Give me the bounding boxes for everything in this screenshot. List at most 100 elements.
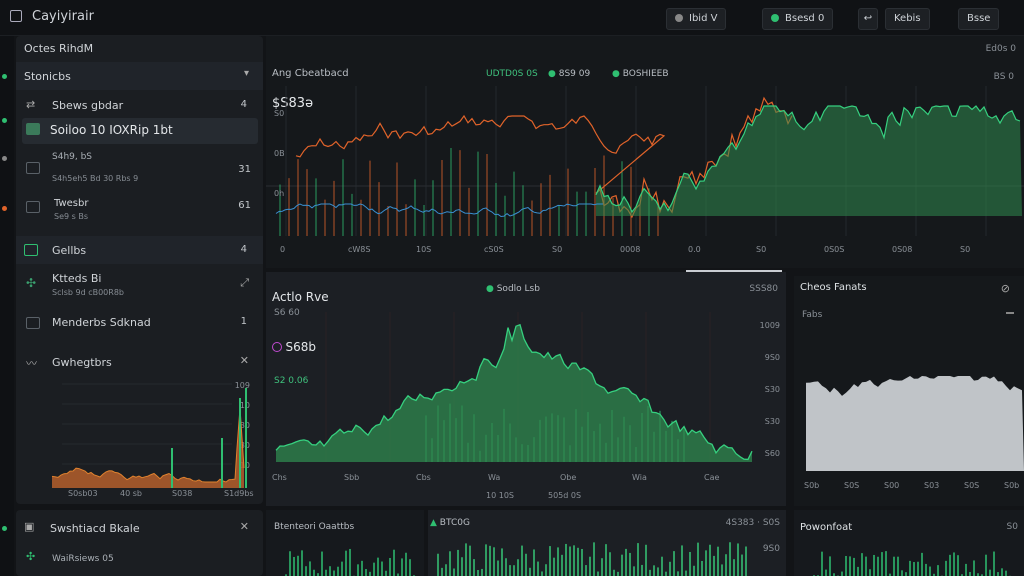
rail-dot-icon[interactable] <box>2 118 7 123</box>
active-chart-plot: 1009 9S0 S30 S30 S60 Chs Sbb Cbs Wa Obe Wia Cae 10… <box>272 312 780 500</box>
network-icon: ✣ <box>26 276 37 290</box>
bottom-left-title: Btenteori Oaattbs <box>274 522 355 532</box>
x-tick-label: S038 <box>172 489 192 498</box>
x-tick-label: Cbs <box>416 473 431 482</box>
sidebar-panel: Octes RihdM Stonicbs ▾ ⇄ Sbews gbdar 4 S… <box>16 36 263 504</box>
x-tick-label: 40 sb <box>120 489 142 498</box>
x-tick-label: S0S <box>844 481 859 490</box>
overview-sub: Fabs <box>802 310 823 320</box>
document-icon <box>26 162 40 174</box>
wave-icon: 〰 <box>26 357 37 370</box>
section-title: Gellbs <box>52 244 87 257</box>
chevron-down-icon[interactable]: ▾ <box>243 68 249 79</box>
active-sub1: S6 60 <box>274 308 300 318</box>
legend-item-2[interactable]: ● 8S9 09 <box>548 69 591 79</box>
x-tick-label: cS0S <box>484 245 504 254</box>
x-tick-label: Cae <box>704 473 719 482</box>
legend-item-1[interactable]: UDTD0S 0S <box>486 69 538 79</box>
x-tick-label: Obe <box>560 473 576 482</box>
dash-icon <box>1006 312 1014 314</box>
item-subtitle: S4h5eh5 Bd 30 Rbs 9 <box>52 174 139 183</box>
chart-title: Ang Cbeatbacd <box>272 68 349 79</box>
app-logo-icon <box>10 10 22 22</box>
axis-right-label: BS 0 <box>993 72 1014 82</box>
sidebar-item-sbews[interactable]: ⇄ Sbews gbdar 4 <box>16 94 263 118</box>
bottom-mid-title: ▲ BTC0G <box>430 518 470 528</box>
x-tick-label: S1d9bs <box>224 489 254 498</box>
active-title: Actlo Rve <box>272 290 329 304</box>
bottom-mid-tick: 9S0 <box>762 544 780 554</box>
active-sub2: S2 0.06 <box>274 376 309 386</box>
rail-dot-icon[interactable] <box>2 526 7 531</box>
y-tick-label: 1009 <box>760 321 780 330</box>
x-tick-label: 0S08 <box>892 245 912 254</box>
active-header-right: SSS80 <box>749 284 778 294</box>
item-title: Menderbs Sdknad <box>52 316 151 329</box>
bottom-right-title: Powonfoat <box>800 522 853 533</box>
legend-item-3[interactable]: ● BOSHIEEB <box>612 69 669 79</box>
sidebar-item-twesbr[interactable]: Twesbr Se9 s Bs 61 <box>16 196 263 228</box>
item-count: 61 <box>238 200 251 211</box>
x-tick-label: Wia <box>632 473 647 482</box>
y-tick-label: 30 <box>240 421 250 430</box>
box-icon: ▣ <box>24 520 35 533</box>
sidebar-item-selected[interactable]: Soiloo 10 IOXRip 1bt <box>22 118 258 144</box>
x-tick-label: Sbb <box>344 473 359 482</box>
grid-icon <box>24 244 38 256</box>
y-tick-label: 109 <box>235 381 250 390</box>
sidebar-header: Octes RihdM <box>24 42 94 55</box>
link-icon[interactable]: ⊘ <box>1000 282 1010 295</box>
bottom-panel-left: Btenteori Oaattbs <box>266 510 424 576</box>
x-tick-label: cW8S <box>348 245 370 254</box>
toolbar-button-2[interactable]: Bsesd 0 <box>762 8 834 30</box>
bottom-right-tick: S0 <box>1006 522 1018 532</box>
item-title: Twesbr <box>54 198 89 209</box>
toolbar-button-3[interactable]: Kebis <box>885 8 930 30</box>
sidebar-item-ktteds[interactable]: ✣ Ktteds Bi Sclsb 9d cB00R8b ⤢ <box>16 270 263 302</box>
active-header-center: ● Sodlo Lsb <box>486 284 540 294</box>
chart-value: $S83ə <box>272 96 314 111</box>
overview-panel: Cheos Fanats ⊘ Fabs S0b S0S S00 S03 S0S S0b <box>794 276 1024 506</box>
bottom-left-chart <box>285 548 415 576</box>
sidebar-section-gellbs[interactable]: Gellbs 4 <box>16 236 263 264</box>
y-tick-label: 30 <box>240 441 250 450</box>
sidebar-bottom-panel: ▣ Swshtiacd Bkale ✕ ✣ WaiRsiews 05 <box>16 510 263 576</box>
y-tick-label: S0 <box>274 109 284 118</box>
link-icon-button[interactable]: ↩ <box>858 8 878 30</box>
overview-chart-plot: S0b S0S S00 S03 S0S S0b <box>804 376 1024 490</box>
status-dot-icon <box>771 14 779 22</box>
mail-icon <box>26 317 40 329</box>
active-tab-indicator <box>686 270 782 272</box>
active-value: S68b <box>285 340 317 354</box>
x-tick-label: S00 <box>884 481 899 490</box>
network-icon: ✣ <box>26 550 36 563</box>
y-tick-label: 10 <box>240 461 250 470</box>
rail-dot-icon[interactable] <box>2 74 7 79</box>
sidebar: Octes RihdM Stonicbs ▾ ⇄ Sbews gbdar 4 S… <box>16 36 263 576</box>
toolbar-button-1[interactable]: Ibid V <box>666 8 727 30</box>
expand-icon[interactable]: ⤢ <box>240 276 249 289</box>
sidebar-section-gwhegtbrs[interactable]: 〰 Gwhegtbrs ✕ <box>16 352 263 374</box>
close-icon[interactable]: ✕ <box>239 520 249 533</box>
status-ring-icon <box>272 342 282 352</box>
y-tick-label: 10 <box>240 401 250 410</box>
toolbar-button-4[interactable]: Bsse <box>958 8 1000 30</box>
section-title: Stonicbs <box>24 70 71 83</box>
x-tick-label: Chs <box>272 473 287 482</box>
left-rail <box>0 36 14 576</box>
sidebar-item-menderbs[interactable]: Menderbs Sdknad 1 <box>16 312 263 336</box>
rail-dot-icon[interactable] <box>2 156 7 161</box>
y-tick-label: S30 <box>765 385 780 394</box>
x-tick-label: 0S0S <box>824 245 844 254</box>
item-title: WaiRsiews 05 <box>52 554 114 564</box>
close-icon[interactable]: ✕ <box>239 354 249 367</box>
rail-dot-icon[interactable] <box>2 206 7 211</box>
item-count: 31 <box>238 164 251 175</box>
overview-title: Cheos Fanats <box>800 282 867 293</box>
app-title: Cayiyirair <box>32 9 94 24</box>
sidebar-section-stonicbs[interactable]: Stonicbs ▾ <box>16 62 263 90</box>
x-sub-label: 505d 0S <box>548 491 581 500</box>
sidebar-item-s4h9[interactable]: S4h9, bS S4h5eh5 Bd 30 Rbs 9 31 <box>16 148 263 188</box>
x-tick-label: Wa <box>488 473 500 482</box>
item-count: 4 <box>240 244 247 255</box>
